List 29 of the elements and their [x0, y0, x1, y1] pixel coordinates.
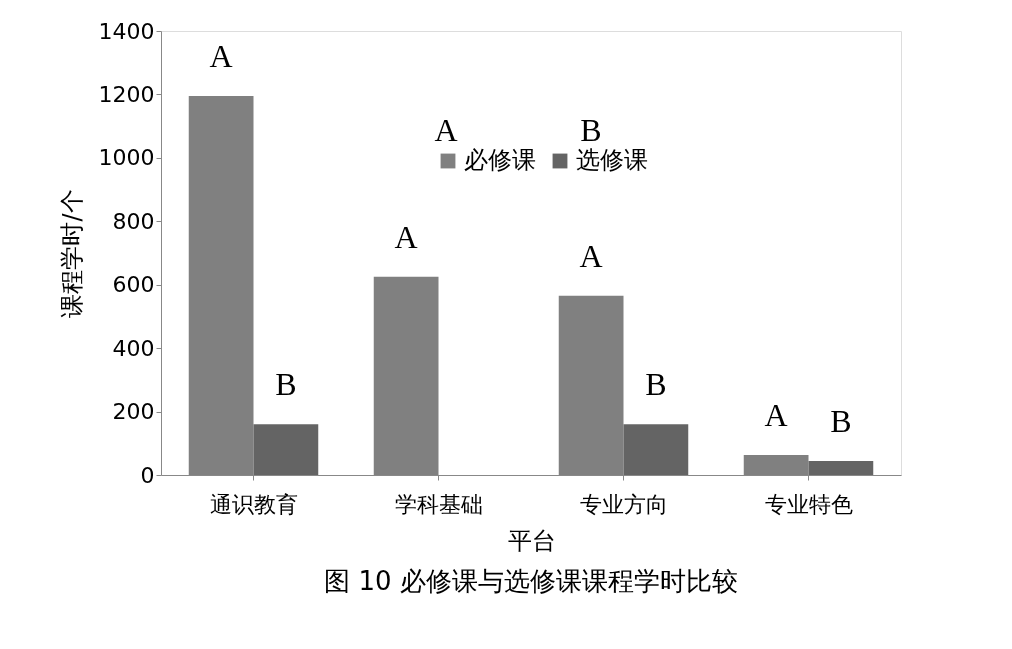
- y-tick-label: 0: [140, 462, 155, 488]
- y-tick-label: 1000: [98, 145, 155, 171]
- x-tick-label: 通识教育: [209, 491, 298, 517]
- y-tick-label: 400: [112, 335, 155, 361]
- annotation: A: [434, 112, 458, 148]
- bar: [623, 424, 689, 475]
- y-tick-label: 1400: [98, 18, 155, 44]
- y-tick-label: 600: [112, 272, 155, 298]
- annotation: B: [645, 366, 667, 403]
- annotation: B: [275, 366, 297, 403]
- y-tick-label: 800: [112, 208, 155, 234]
- y-tick-label: 200: [112, 399, 155, 425]
- x-tick-label: 专业方向: [579, 491, 668, 517]
- y-axis-title: 课程学时/个: [57, 189, 86, 318]
- y-tick-label: 1200: [98, 81, 155, 107]
- x-tick-label: 专业特色: [764, 491, 853, 517]
- legend-label: 必修课: [464, 146, 536, 174]
- annotation: B: [830, 403, 852, 440]
- bar: [253, 424, 319, 475]
- x-axis-title: 平台: [507, 526, 556, 555]
- bar: [808, 461, 874, 475]
- annotation: A: [579, 237, 603, 274]
- x-tick-label: 学科基础: [394, 491, 483, 517]
- annotation: A: [209, 38, 233, 75]
- annotation: A: [764, 397, 788, 434]
- annotation: B: [580, 112, 602, 148]
- legend-label: 选修课: [576, 146, 648, 174]
- annotation: A: [394, 218, 418, 255]
- text: 图 10 必修课与选修课课程学时比较: [324, 566, 738, 596]
